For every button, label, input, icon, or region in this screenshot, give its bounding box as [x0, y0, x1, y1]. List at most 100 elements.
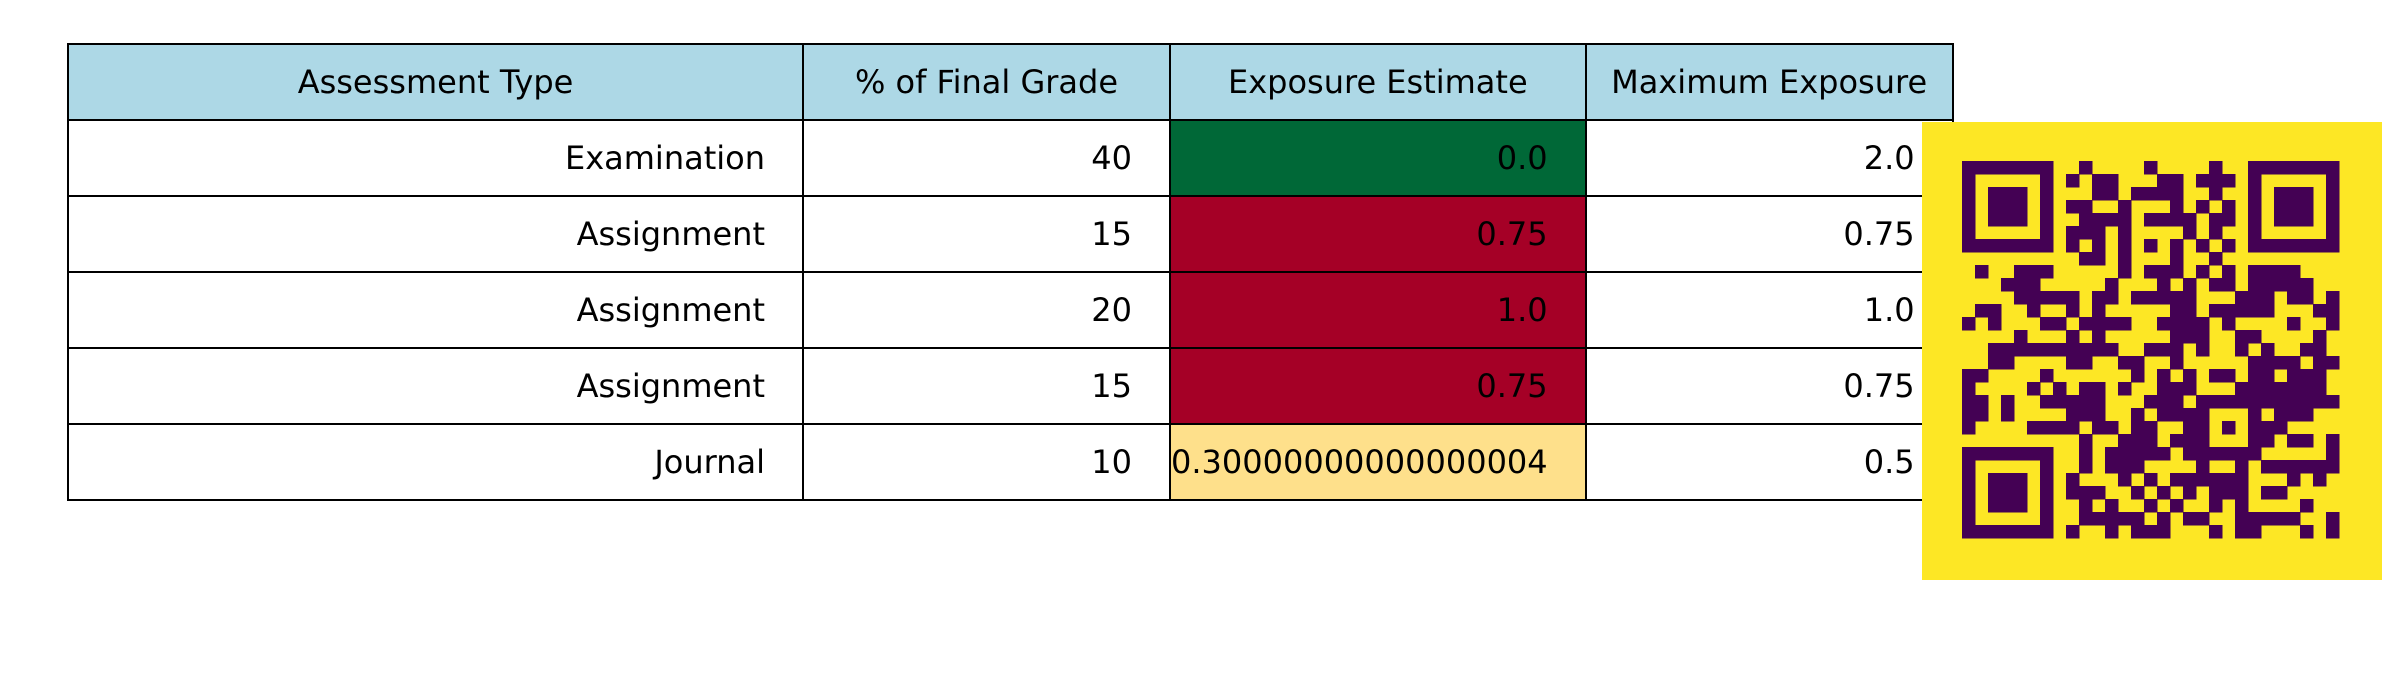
qr-module [2066, 304, 2080, 318]
qr-module [2274, 421, 2288, 435]
header-exposure-estimate: Exposure Estimate [1169, 43, 1587, 121]
qr-module [2248, 200, 2262, 214]
qr-module [2326, 434, 2340, 448]
qr-module [2157, 343, 2171, 357]
qr-module [2261, 356, 2275, 370]
qr-module [1962, 499, 1976, 513]
qr-module [2248, 434, 2262, 448]
qr-module [2014, 525, 2028, 539]
qr-module [2235, 330, 2249, 344]
qr-module [2001, 499, 2015, 513]
qr-module [2079, 226, 2093, 240]
qr-module [2274, 187, 2288, 201]
qr-module [2209, 304, 2223, 318]
qr-module [1975, 161, 1989, 175]
cell-assessment-type: Examination [67, 119, 804, 197]
qr-module [2040, 395, 2054, 409]
qr-module [2248, 395, 2262, 409]
qr-module [1962, 473, 1976, 487]
qr-module [2300, 278, 2314, 292]
qr-module [2261, 512, 2275, 526]
qr-module [2001, 525, 2015, 539]
qr-module [2326, 304, 2340, 318]
qr-module [2287, 395, 2301, 409]
qr-module [2287, 369, 2301, 383]
qr-module [2235, 512, 2249, 526]
qr-module [2235, 486, 2249, 500]
qr-module [2209, 226, 2223, 240]
qr-module [2209, 213, 2223, 227]
qr-module [2183, 317, 2197, 331]
qr-module [2144, 499, 2158, 513]
qr-module [2079, 408, 2093, 422]
qr-module [2040, 512, 2054, 526]
qr-module [1975, 265, 1989, 279]
qr-module [2131, 408, 2145, 422]
qr-module [2248, 226, 2262, 240]
qr-module [2287, 317, 2301, 331]
qr-module [1962, 447, 1976, 461]
qr-module [2222, 317, 2236, 331]
qr-module [2300, 408, 2314, 422]
qr-module [2196, 174, 2210, 188]
qr-module [2001, 278, 2015, 292]
qr-module [2066, 226, 2080, 240]
qr-module [2274, 265, 2288, 279]
qr-module [2092, 330, 2106, 344]
qr-module [2157, 265, 2171, 279]
qr-module [2105, 213, 2119, 227]
qr-module [2014, 213, 2028, 227]
qr-module [2131, 512, 2145, 526]
qr-module [2222, 473, 2236, 487]
qr-module [2235, 473, 2249, 487]
qr-module [2092, 252, 2106, 266]
table-row: Assignment 15 0.75 0.75 [67, 195, 1954, 273]
qr-module [2053, 395, 2067, 409]
cell-maximum-exposure: 0.5 [1584, 423, 1954, 501]
qr-module [2313, 395, 2327, 409]
qr-module [2300, 499, 2314, 513]
qr-module [1988, 304, 2002, 318]
qr-module [2209, 473, 2223, 487]
qr-code-modules [1962, 161, 2340, 539]
qr-module [2157, 395, 2171, 409]
qr-module [1988, 473, 2002, 487]
qr-module [1975, 395, 1989, 409]
qr-module [2261, 265, 2275, 279]
qr-module [2326, 213, 2340, 227]
qr-module [2144, 434, 2158, 448]
cell-percent-final-grade: 40 [802, 119, 1171, 197]
qr-module [2001, 447, 2015, 461]
qr-module [1962, 161, 1976, 175]
qr-module [2222, 200, 2236, 214]
qr-module [2183, 447, 2197, 461]
qr-module [2274, 395, 2288, 409]
header-maximum-exposure: Maximum Exposure [1584, 43, 1954, 121]
qr-module [2300, 200, 2314, 214]
qr-module [1988, 187, 2002, 201]
qr-module [2326, 447, 2340, 461]
qr-module [2131, 434, 2145, 448]
qr-module [2261, 434, 2275, 448]
qr-module [2118, 239, 2132, 253]
qr-module [1975, 304, 1989, 318]
qr-module [2248, 265, 2262, 279]
cell-assessment-type: Assignment [67, 195, 804, 273]
qr-module [2079, 252, 2093, 266]
qr-module [2261, 369, 2275, 383]
qr-module [2261, 421, 2275, 435]
qr-module [2196, 434, 2210, 448]
qr-module [2222, 421, 2236, 435]
qr-module [2001, 473, 2015, 487]
qr-module [1975, 447, 1989, 461]
qr-module [2066, 343, 2080, 357]
qr-module [2248, 161, 2262, 175]
qr-module [2196, 239, 2210, 253]
qr-module [2313, 460, 2327, 474]
qr-module [2222, 447, 2236, 461]
qr-module [2157, 382, 2171, 396]
qr-module [2105, 525, 2119, 539]
qr-module [2248, 330, 2262, 344]
qr-module [2105, 278, 2119, 292]
qr-module [1975, 525, 1989, 539]
